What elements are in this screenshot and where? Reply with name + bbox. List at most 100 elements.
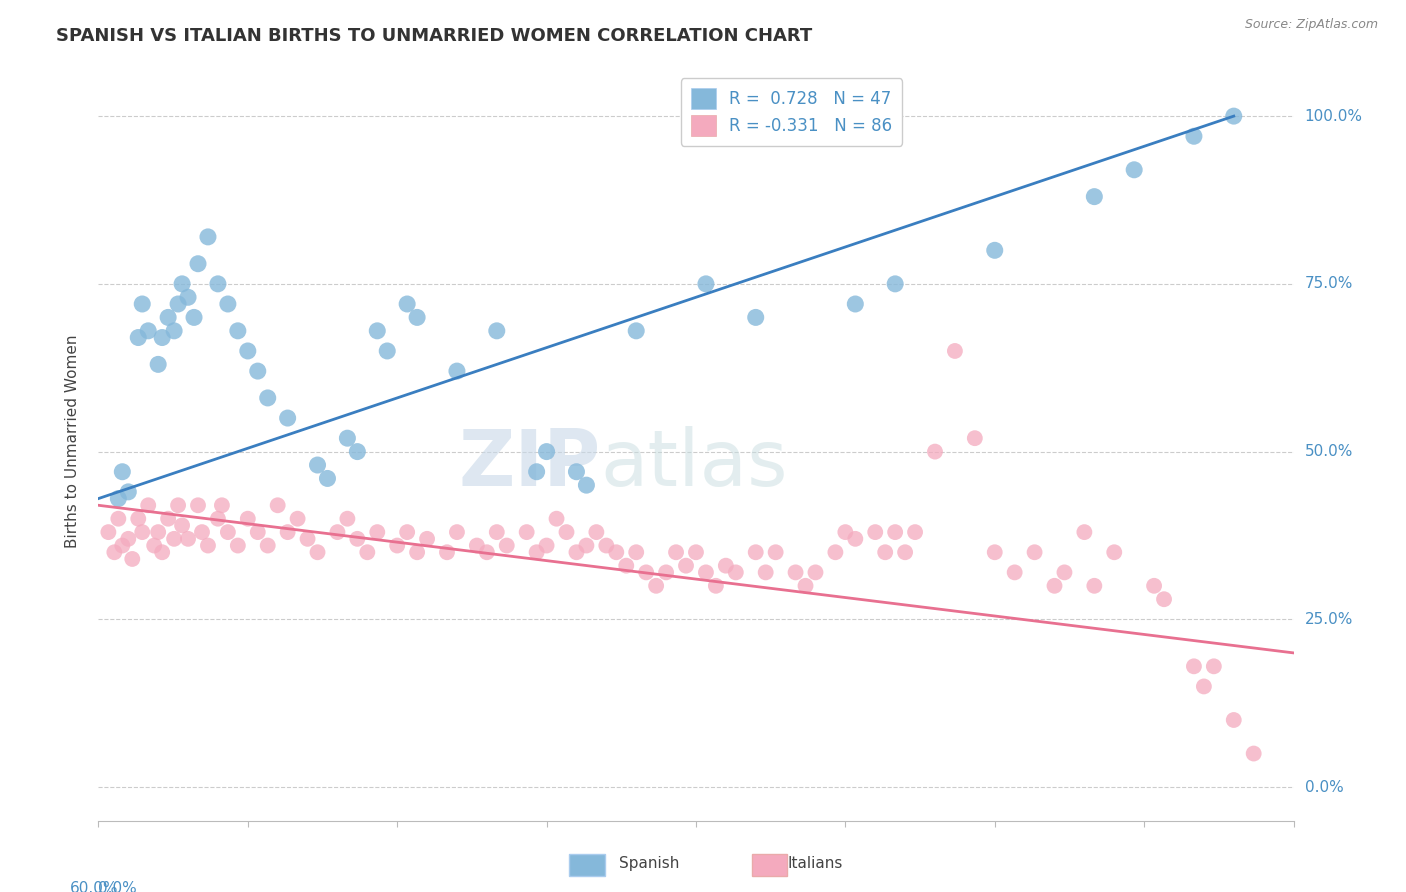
Point (256, 391, 278, 405)
Point (236, 343, 259, 358)
Point (107, 491, 129, 506)
Point (246, 525, 269, 540)
Point (236, 512, 259, 526)
Point (526, 545, 548, 559)
Point (172, 518, 194, 533)
Point (565, 465, 588, 479)
Point (1223, 109, 1246, 123)
Point (984, 545, 1007, 559)
Point (1182, 659, 1205, 673)
Point (1104, 545, 1126, 559)
Point (804, 566, 827, 580)
Point (865, 525, 887, 540)
Point (884, 525, 907, 540)
Text: Source: ZipAtlas.com: Source: ZipAtlas.com (1244, 18, 1378, 31)
Point (695, 277, 717, 291)
Point (755, 566, 778, 580)
Point (111, 539, 134, 553)
Point (1243, 747, 1265, 761)
Point (117, 532, 139, 546)
Point (163, 324, 186, 338)
Point (645, 579, 668, 593)
Point (211, 498, 233, 512)
Point (1073, 525, 1095, 540)
Text: Italians: Italians (787, 856, 842, 871)
Y-axis label: Births to Unmarried Women: Births to Unmarried Women (65, 334, 80, 549)
Point (375, 343, 398, 358)
Point (575, 539, 598, 553)
Point (1182, 129, 1205, 144)
Point (256, 539, 278, 553)
Point (297, 532, 319, 546)
Point (605, 545, 627, 559)
Point (150, 545, 173, 559)
Point (97, 525, 120, 540)
Point (1192, 680, 1215, 694)
Point (794, 579, 817, 593)
Point (446, 364, 468, 378)
Point (107, 512, 129, 526)
Point (704, 579, 727, 593)
Point (167, 498, 190, 512)
Text: 75.0%: 75.0% (1305, 277, 1353, 292)
Point (396, 297, 419, 311)
Point (143, 539, 166, 553)
Point (346, 532, 368, 546)
Point (187, 257, 209, 271)
Point (366, 324, 388, 338)
Point (131, 297, 153, 311)
Point (714, 558, 737, 573)
Point (536, 539, 558, 553)
Point (745, 310, 768, 325)
Point (307, 545, 329, 559)
Point (1024, 545, 1046, 559)
Point (1053, 566, 1076, 580)
Point (685, 545, 707, 559)
Point (475, 545, 498, 559)
Legend: R =  0.728   N = 47, R = -0.331   N = 86: R = 0.728 N = 47, R = -0.331 N = 86 (681, 78, 903, 145)
Point (844, 297, 866, 311)
Point (131, 525, 153, 540)
Point (277, 411, 299, 425)
Point (1223, 713, 1246, 727)
Point (626, 324, 648, 338)
Point (516, 525, 538, 540)
Point (136, 498, 159, 512)
Point (844, 532, 866, 546)
Text: 25.0%: 25.0% (1305, 612, 1353, 627)
Text: 60.0%: 60.0% (70, 881, 118, 892)
Point (217, 525, 239, 540)
Text: SPANISH VS ITALIAN BIRTHS TO UNMARRIED WOMEN CORRELATION CHART: SPANISH VS ITALIAN BIRTHS TO UNMARRIED W… (56, 27, 813, 45)
Point (127, 330, 149, 344)
Point (626, 545, 648, 559)
Point (485, 525, 508, 540)
Point (875, 545, 897, 559)
Point (121, 552, 143, 566)
Point (1083, 579, 1105, 593)
Point (103, 545, 125, 559)
Point (675, 558, 697, 573)
Point (346, 444, 368, 458)
Point (495, 539, 517, 553)
Point (465, 539, 488, 553)
Point (385, 539, 409, 553)
Point (765, 545, 787, 559)
Point (157, 512, 180, 526)
Point (555, 525, 578, 540)
Point (150, 330, 173, 344)
Text: 100.0%: 100.0% (1305, 109, 1362, 124)
Point (356, 545, 378, 559)
Point (287, 512, 309, 526)
Point (924, 444, 946, 458)
Point (984, 244, 1007, 258)
Point (595, 539, 617, 553)
Point (1153, 592, 1175, 607)
Point (316, 471, 339, 485)
Point (785, 566, 807, 580)
Point (307, 458, 329, 472)
Point (1004, 566, 1026, 580)
Point (1043, 579, 1066, 593)
Point (943, 343, 966, 358)
Point (366, 525, 388, 540)
Point (1143, 579, 1166, 593)
